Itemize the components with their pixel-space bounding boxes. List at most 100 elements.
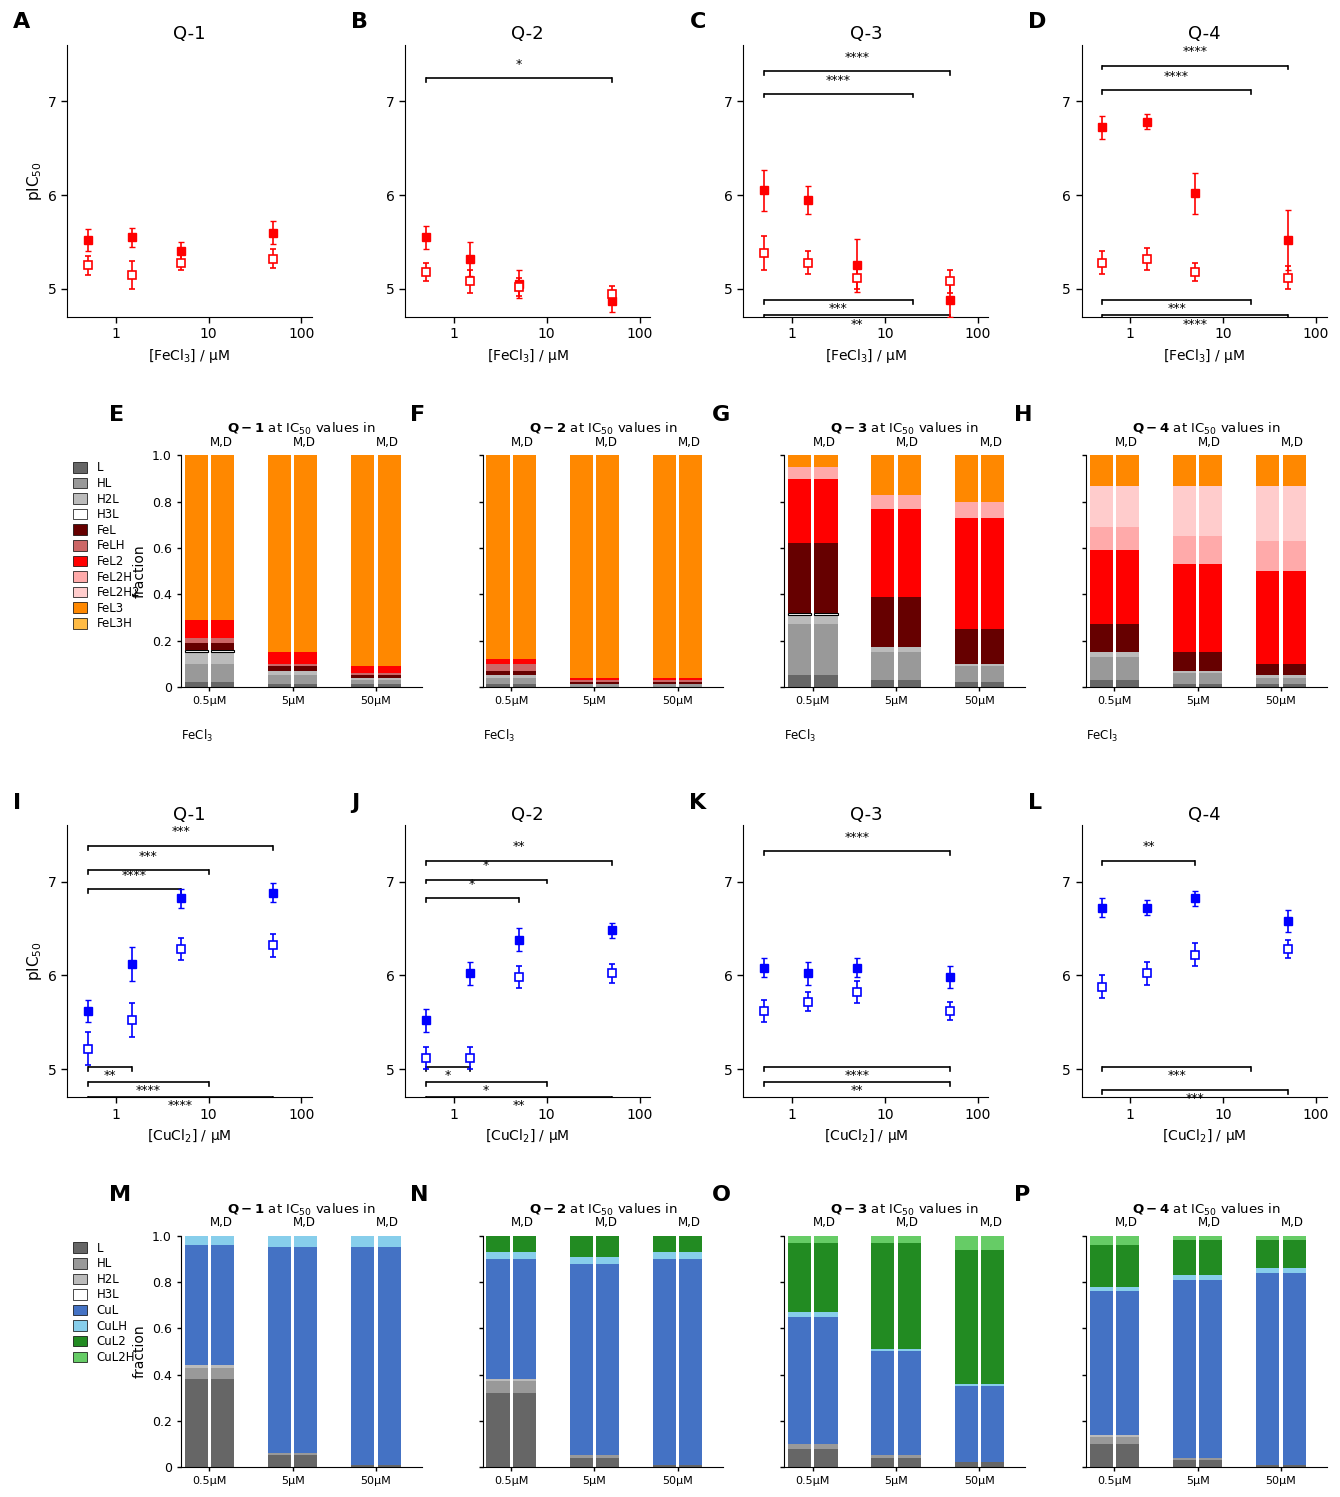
Text: M,D: M,D bbox=[1198, 1216, 1221, 1229]
Text: F: F bbox=[410, 404, 426, 425]
Bar bbox=[1089, 551, 1112, 624]
Bar bbox=[596, 678, 619, 680]
Bar bbox=[378, 678, 401, 680]
Bar bbox=[1256, 1464, 1280, 1467]
Bar bbox=[981, 629, 1004, 663]
Bar bbox=[871, 496, 895, 509]
Text: M,D: M,D bbox=[377, 436, 399, 449]
Text: ****: **** bbox=[844, 1069, 870, 1082]
Bar bbox=[679, 1464, 702, 1467]
Bar bbox=[268, 671, 291, 675]
Bar bbox=[486, 663, 509, 671]
Bar bbox=[486, 671, 509, 675]
Bar bbox=[898, 1458, 921, 1467]
Bar bbox=[653, 1235, 677, 1251]
Bar bbox=[815, 1311, 838, 1317]
Y-axis label: pIC$_{50}$: pIC$_{50}$ bbox=[24, 162, 43, 201]
Bar bbox=[295, 1454, 318, 1455]
Text: M,D: M,D bbox=[1115, 1216, 1138, 1229]
Text: M,D: M,D bbox=[678, 436, 701, 449]
Text: *: * bbox=[469, 877, 476, 891]
Bar bbox=[981, 455, 1004, 501]
Bar bbox=[788, 1243, 811, 1311]
Text: ****: **** bbox=[844, 51, 870, 64]
Bar bbox=[653, 684, 677, 687]
Bar bbox=[486, 1379, 509, 1382]
Bar bbox=[1282, 663, 1305, 675]
Bar bbox=[513, 675, 536, 678]
Text: M,D: M,D bbox=[595, 1216, 618, 1229]
Bar bbox=[513, 455, 536, 659]
X-axis label: [CuCl$_2$] / μM: [CuCl$_2$] / μM bbox=[485, 1127, 570, 1145]
Bar bbox=[1256, 1235, 1280, 1241]
Bar bbox=[898, 680, 921, 687]
Bar bbox=[295, 1235, 318, 1247]
Bar bbox=[679, 683, 702, 684]
Bar bbox=[653, 1464, 677, 1467]
Bar bbox=[653, 1251, 677, 1259]
Bar bbox=[486, 1251, 509, 1259]
Bar bbox=[1116, 551, 1139, 624]
Text: E: E bbox=[109, 404, 123, 425]
Title: Q-3: Q-3 bbox=[850, 805, 882, 823]
Bar bbox=[898, 653, 921, 680]
Title: Q-2: Q-2 bbox=[512, 25, 544, 43]
Bar bbox=[815, 1235, 838, 1243]
Bar bbox=[486, 678, 509, 684]
Legend: L, HL, H2L, H3L, FeL, FeLH, FeL2, FeL2H, FeL2H2, FeL3, FeL3H: L, HL, H2L, H3L, FeL, FeLH, FeL2, FeL2H,… bbox=[72, 461, 139, 630]
Bar bbox=[1256, 485, 1280, 540]
Bar bbox=[185, 1235, 208, 1246]
Bar bbox=[1282, 678, 1305, 684]
Y-axis label: fraction: fraction bbox=[133, 1325, 146, 1379]
Bar bbox=[815, 1317, 838, 1445]
Bar bbox=[210, 1379, 234, 1467]
Bar bbox=[1089, 1437, 1112, 1445]
Bar bbox=[1199, 1458, 1222, 1460]
Bar bbox=[1199, 485, 1222, 536]
Bar bbox=[570, 1263, 592, 1455]
Bar bbox=[981, 501, 1004, 518]
Bar bbox=[1116, 527, 1139, 551]
Text: FeCl$_3$: FeCl$_3$ bbox=[1085, 729, 1118, 744]
Bar bbox=[815, 624, 838, 675]
Bar bbox=[653, 683, 677, 684]
Text: ****: **** bbox=[1183, 317, 1207, 331]
Bar bbox=[679, 1251, 702, 1259]
Bar bbox=[351, 675, 374, 678]
Bar bbox=[1116, 653, 1139, 657]
Bar bbox=[1172, 1280, 1197, 1458]
Bar bbox=[679, 684, 702, 687]
Bar bbox=[1116, 1445, 1139, 1467]
Bar bbox=[1282, 1241, 1305, 1268]
Bar bbox=[570, 678, 592, 680]
Bar bbox=[513, 1259, 536, 1379]
Bar bbox=[1282, 485, 1305, 540]
Bar bbox=[1282, 684, 1305, 687]
Text: M,D: M,D bbox=[511, 1216, 535, 1229]
Bar bbox=[486, 684, 509, 687]
Bar bbox=[1172, 1235, 1197, 1241]
Bar bbox=[1199, 684, 1222, 687]
Bar bbox=[815, 543, 838, 612]
X-axis label: [FeCl$_3$] / μM: [FeCl$_3$] / μM bbox=[149, 347, 230, 365]
Bar bbox=[513, 663, 536, 671]
Legend: L, HL, H2L, H3L, CuL, CuLH, CuL2, CuL2H: L, HL, H2L, H3L, CuL, CuLH, CuL2, CuL2H bbox=[72, 1241, 135, 1364]
Bar bbox=[185, 683, 208, 687]
Bar bbox=[954, 501, 978, 518]
Bar bbox=[185, 653, 208, 663]
Bar bbox=[1256, 663, 1280, 675]
Bar bbox=[1089, 1286, 1112, 1292]
Bar bbox=[954, 666, 978, 683]
Bar bbox=[1172, 1275, 1197, 1280]
Bar bbox=[871, 1455, 895, 1458]
Bar bbox=[871, 1235, 895, 1243]
Bar bbox=[788, 1235, 811, 1243]
Bar bbox=[1199, 1275, 1222, 1280]
Title: $\bf{Q-3}$ at IC$_{50}$ values in: $\bf{Q-3}$ at IC$_{50}$ values in bbox=[831, 1202, 978, 1217]
Bar bbox=[1172, 1458, 1197, 1460]
Bar bbox=[185, 650, 208, 653]
Bar bbox=[210, 642, 234, 650]
Bar bbox=[570, 455, 592, 678]
X-axis label: [FeCl$_3$] / μM: [FeCl$_3$] / μM bbox=[824, 347, 907, 365]
Bar bbox=[570, 1455, 592, 1458]
